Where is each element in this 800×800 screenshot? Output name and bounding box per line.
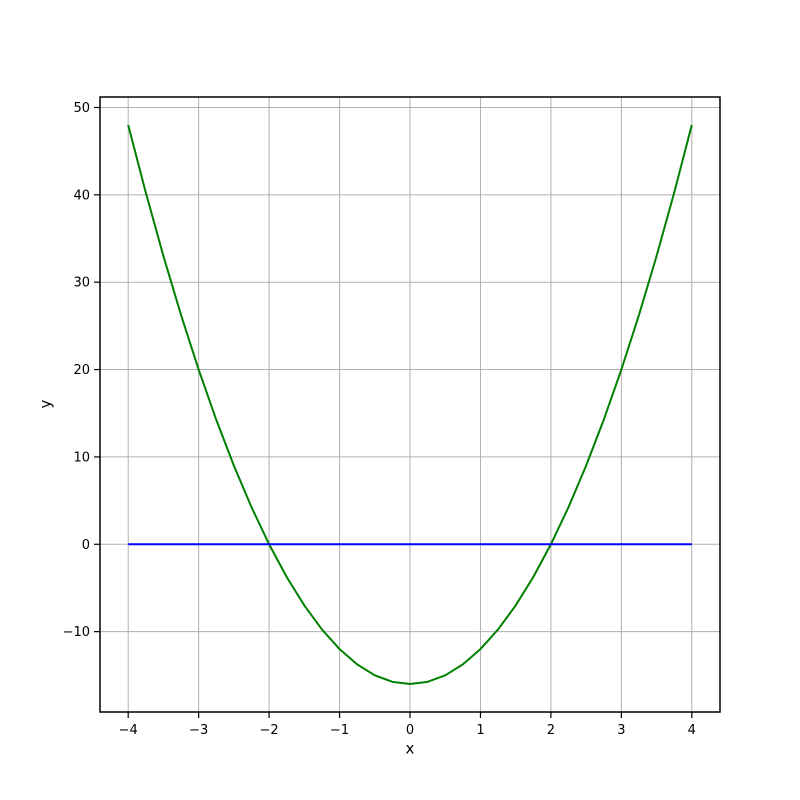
y-axis-label: y (36, 399, 55, 409)
x-tick-label: 3 (617, 723, 625, 738)
y-tick-label: −10 (63, 625, 90, 640)
y-tick-label: 0 (82, 538, 90, 553)
y-tick-label: 10 (73, 450, 90, 465)
x-tick-label: −4 (119, 723, 138, 738)
y-tick-label: 20 (73, 363, 90, 378)
x-tick-label: 1 (476, 723, 484, 738)
y-tick-label: 50 (73, 101, 90, 116)
x-tick-label: 2 (547, 723, 555, 738)
x-tick-label: −1 (330, 723, 349, 738)
y-tick-label: 40 (73, 188, 90, 203)
x-axis-label: x (405, 739, 415, 758)
x-tick-label: 4 (688, 723, 696, 738)
x-tick-label: −3 (189, 723, 208, 738)
y-tick-label: 30 (73, 276, 90, 291)
x-tick-label: −2 (260, 723, 279, 738)
series-green-parabola (127, 124, 693, 686)
x-tick-label: 0 (406, 723, 414, 738)
